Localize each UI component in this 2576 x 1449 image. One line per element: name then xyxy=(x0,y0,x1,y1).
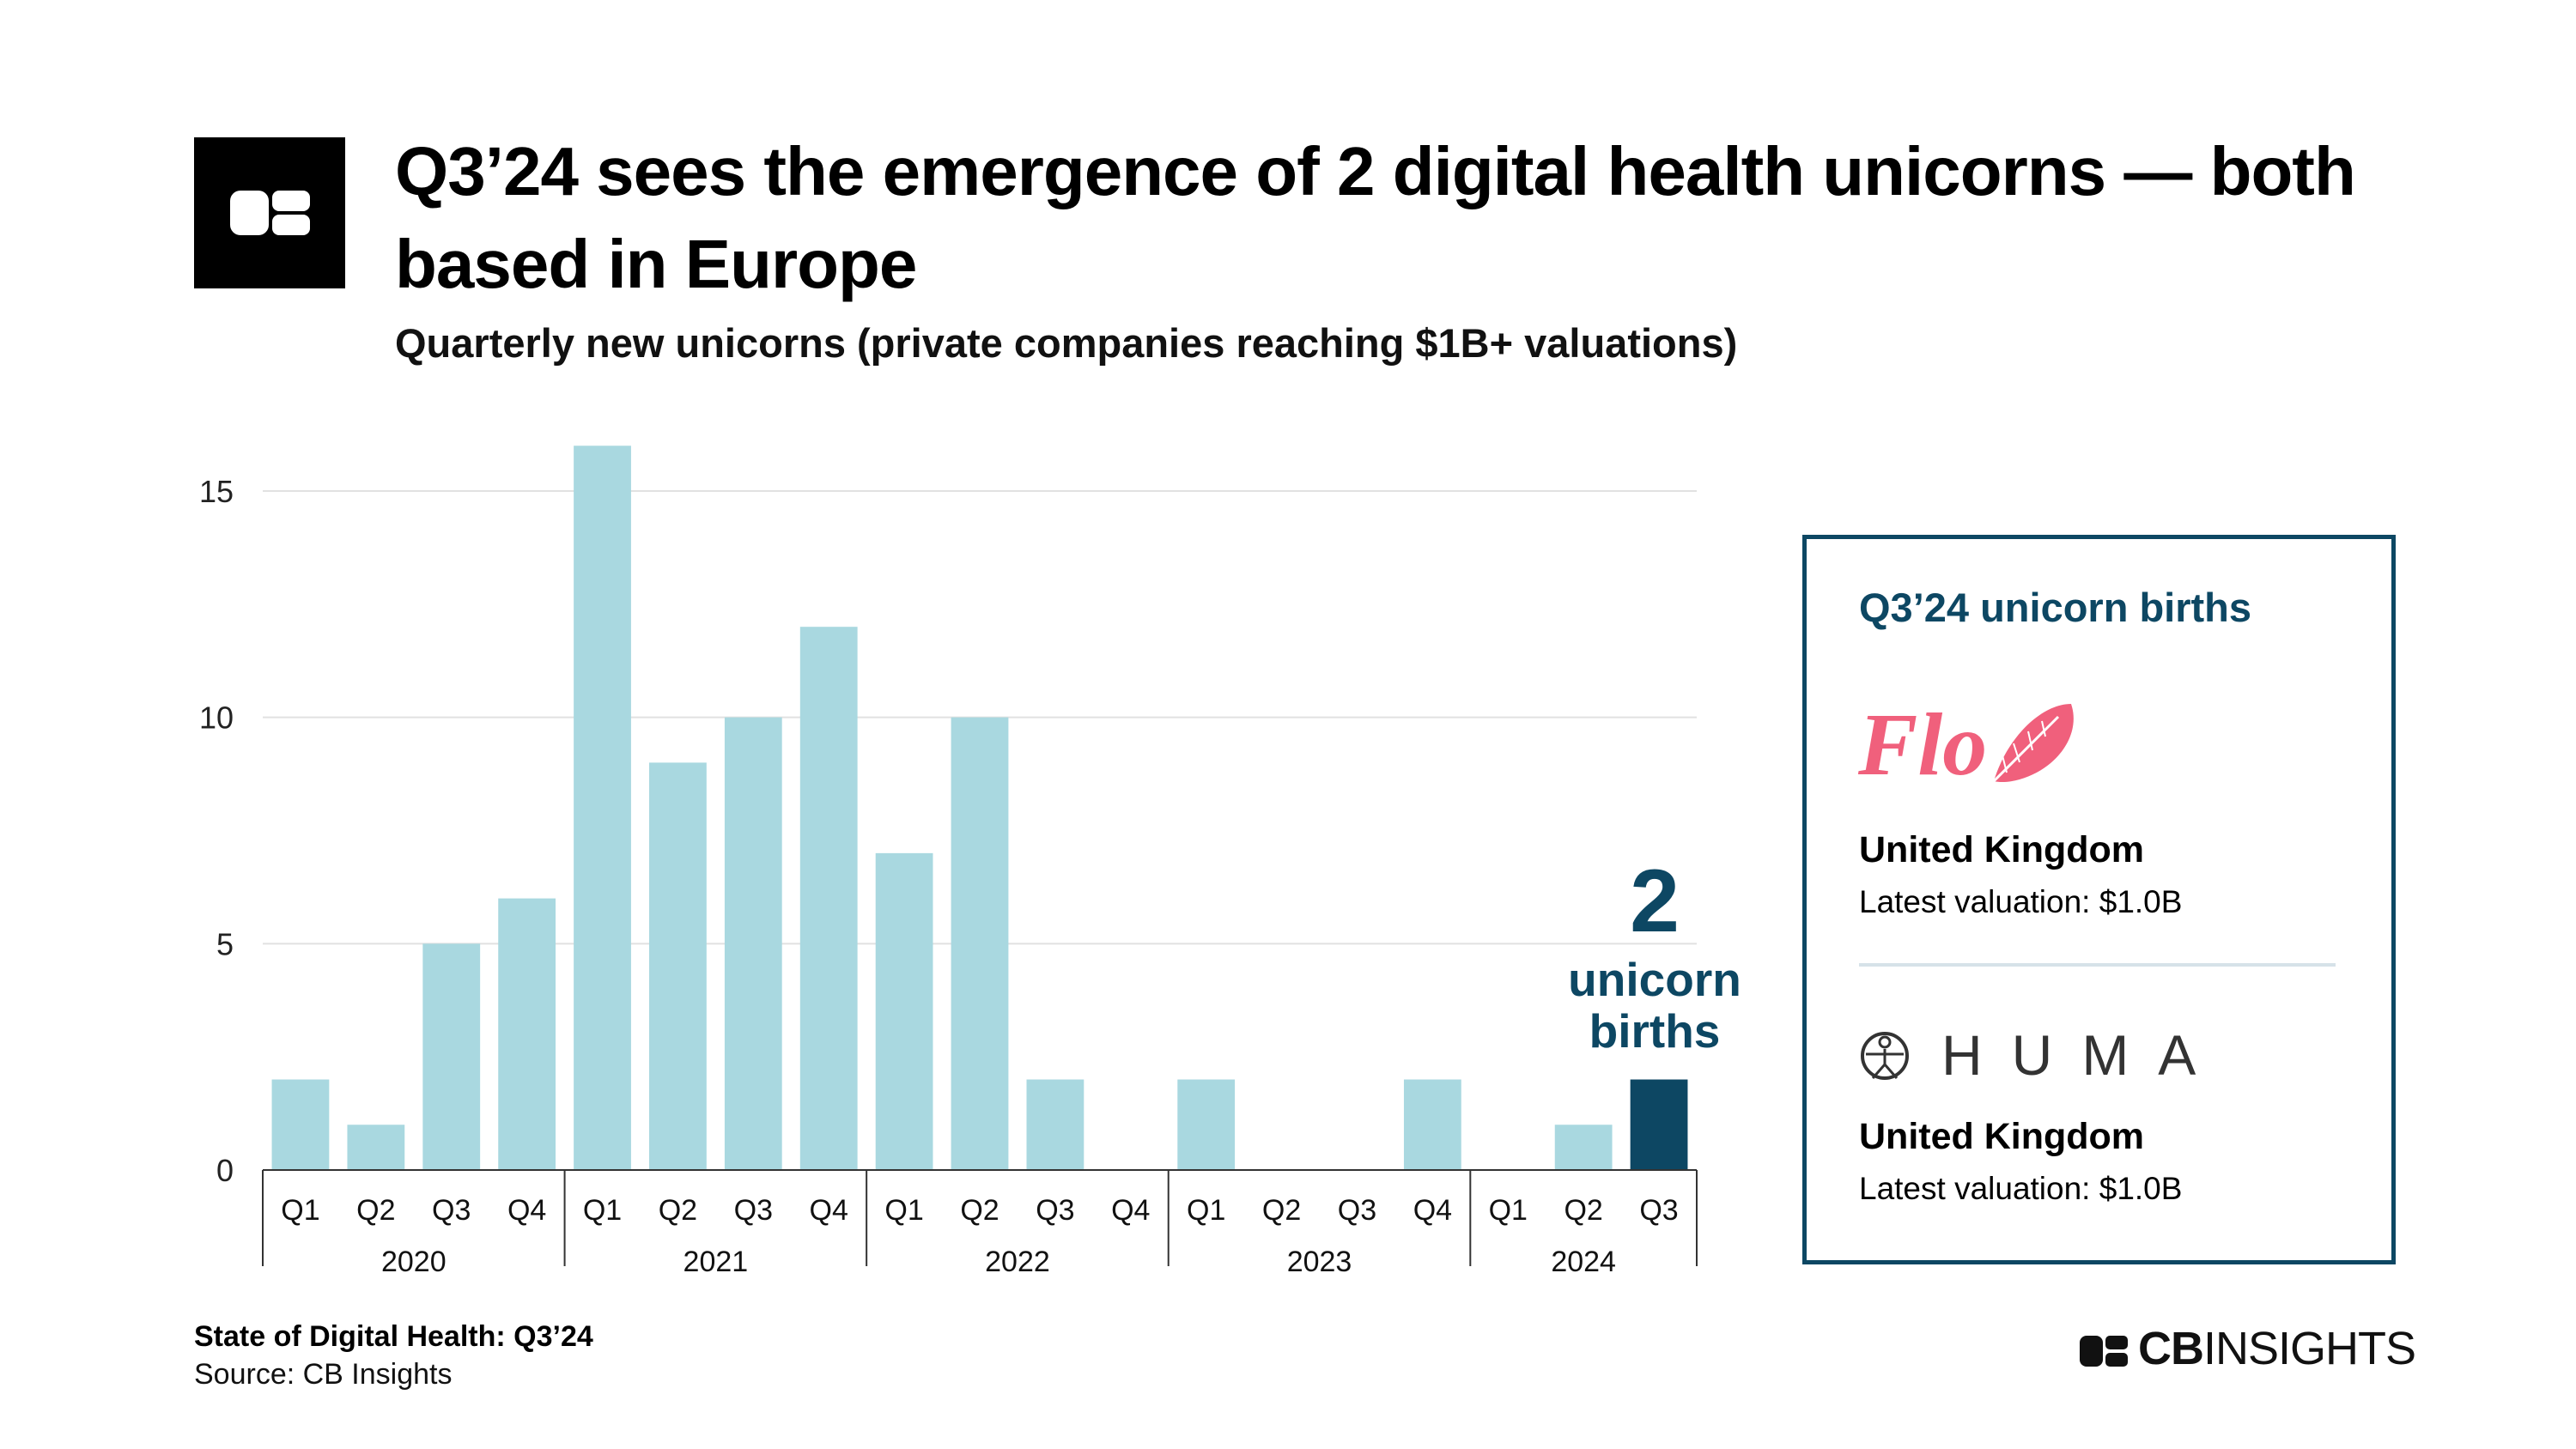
bar xyxy=(498,898,556,1170)
bar xyxy=(347,1125,405,1170)
annotation: 2 unicorn births xyxy=(1568,852,1741,1058)
page-title: Q3’24 sees the emergence of 2 digital he… xyxy=(395,133,2356,302)
x-tick-label: Q1 xyxy=(583,1194,622,1227)
bar xyxy=(1403,1079,1461,1170)
x-tick-label: Q1 xyxy=(281,1194,319,1227)
x-tick-label: Q3 xyxy=(734,1194,773,1227)
bar xyxy=(724,717,782,1170)
x-tick-label: Q4 xyxy=(1111,1194,1150,1227)
brand-light: INSIGHTS xyxy=(2203,1323,2416,1374)
x-tick-label: Q1 xyxy=(1187,1194,1225,1227)
bar xyxy=(271,1079,330,1170)
company-2-valuation: Latest valuation: $1.0B xyxy=(1859,1171,2183,1206)
year-label: 2021 xyxy=(683,1246,749,1278)
bar xyxy=(1630,1079,1688,1170)
chart-subtitle: Quarterly new unicorns (private companie… xyxy=(395,320,1738,366)
company-2-country: United Kingdom xyxy=(1859,1116,2145,1157)
panel-title: Q3’24 unicorn births xyxy=(1859,585,2252,630)
bar xyxy=(1554,1125,1613,1170)
x-tick-label: Q3 xyxy=(1639,1194,1678,1227)
cb-insights-wordmark: CBINSIGHTS xyxy=(2138,1322,2416,1375)
bar xyxy=(799,627,858,1170)
bar xyxy=(951,717,1009,1170)
annotation-line-2: births xyxy=(1589,1004,1721,1058)
year-label: 2023 xyxy=(1287,1246,1352,1278)
y-tick-label: 5 xyxy=(216,926,234,961)
x-tick-label: Q3 xyxy=(1036,1194,1074,1227)
y-tick-label: 10 xyxy=(199,700,234,736)
x-tick-label: Q2 xyxy=(356,1194,395,1227)
year-label: 2020 xyxy=(381,1246,447,1278)
cb-insights-logo-icon xyxy=(194,137,345,288)
bar xyxy=(1026,1079,1084,1170)
x-tick-label: Q1 xyxy=(884,1194,923,1227)
x-tick-label: Q1 xyxy=(1489,1194,1528,1227)
bars xyxy=(271,446,1688,1170)
annotation-line-1: unicorn xyxy=(1568,953,1741,1006)
x-tick-label: Q3 xyxy=(432,1194,471,1227)
bar xyxy=(574,446,631,1170)
svg-text:HUMA: HUMA xyxy=(1941,1023,2220,1087)
x-tick-label: Q4 xyxy=(507,1194,546,1227)
year-label: 2024 xyxy=(1551,1246,1616,1278)
x-tick-label: Q3 xyxy=(1338,1194,1376,1227)
x-tick-label: Q2 xyxy=(1262,1194,1301,1227)
huma-logo-icon: HUMA xyxy=(1859,1022,2220,1094)
x-tick-label: Q2 xyxy=(659,1194,697,1227)
svg-text:Flo: Flo xyxy=(1857,695,1987,794)
year-label: 2022 xyxy=(985,1246,1050,1278)
y-tick-label: 15 xyxy=(199,474,234,509)
x-tick-label: Q4 xyxy=(810,1194,848,1227)
footer-source: Source: CB Insights xyxy=(194,1358,453,1391)
x-axis: Q1 Q2 Q3 Q4 Q1 Q2 Q3 Q4 Q1 Q2 Q3 Q4 Q1 Q2 Q3 Q4 Q1 Q2 Q3 20… xyxy=(262,1169,1698,1278)
unicorn-births-panel xyxy=(1802,535,2396,1264)
cb-insights-brand-icon xyxy=(2080,1336,2128,1367)
bar xyxy=(1177,1079,1236,1170)
flo-logo-icon: Flo xyxy=(1856,687,2080,803)
company-1-valuation: Latest valuation: $1.0B xyxy=(1859,884,2183,919)
bar xyxy=(875,852,933,1170)
x-tick-label: Q2 xyxy=(1564,1194,1602,1227)
footer-report-title: State of Digital Health: Q3’24 xyxy=(194,1320,593,1353)
x-tick-label: Q2 xyxy=(960,1194,999,1227)
panel-divider xyxy=(1859,963,2336,967)
annotation-number: 2 xyxy=(1630,852,1680,951)
brand-bold: CB xyxy=(2138,1323,2204,1374)
y-axis-ticks: 0 5 10 15 xyxy=(199,474,234,1188)
company-1-country: United Kingdom xyxy=(1859,829,2145,870)
bar xyxy=(649,762,707,1170)
bar xyxy=(422,943,481,1170)
y-tick-label: 0 xyxy=(216,1153,234,1188)
x-tick-label: Q4 xyxy=(1413,1194,1452,1227)
